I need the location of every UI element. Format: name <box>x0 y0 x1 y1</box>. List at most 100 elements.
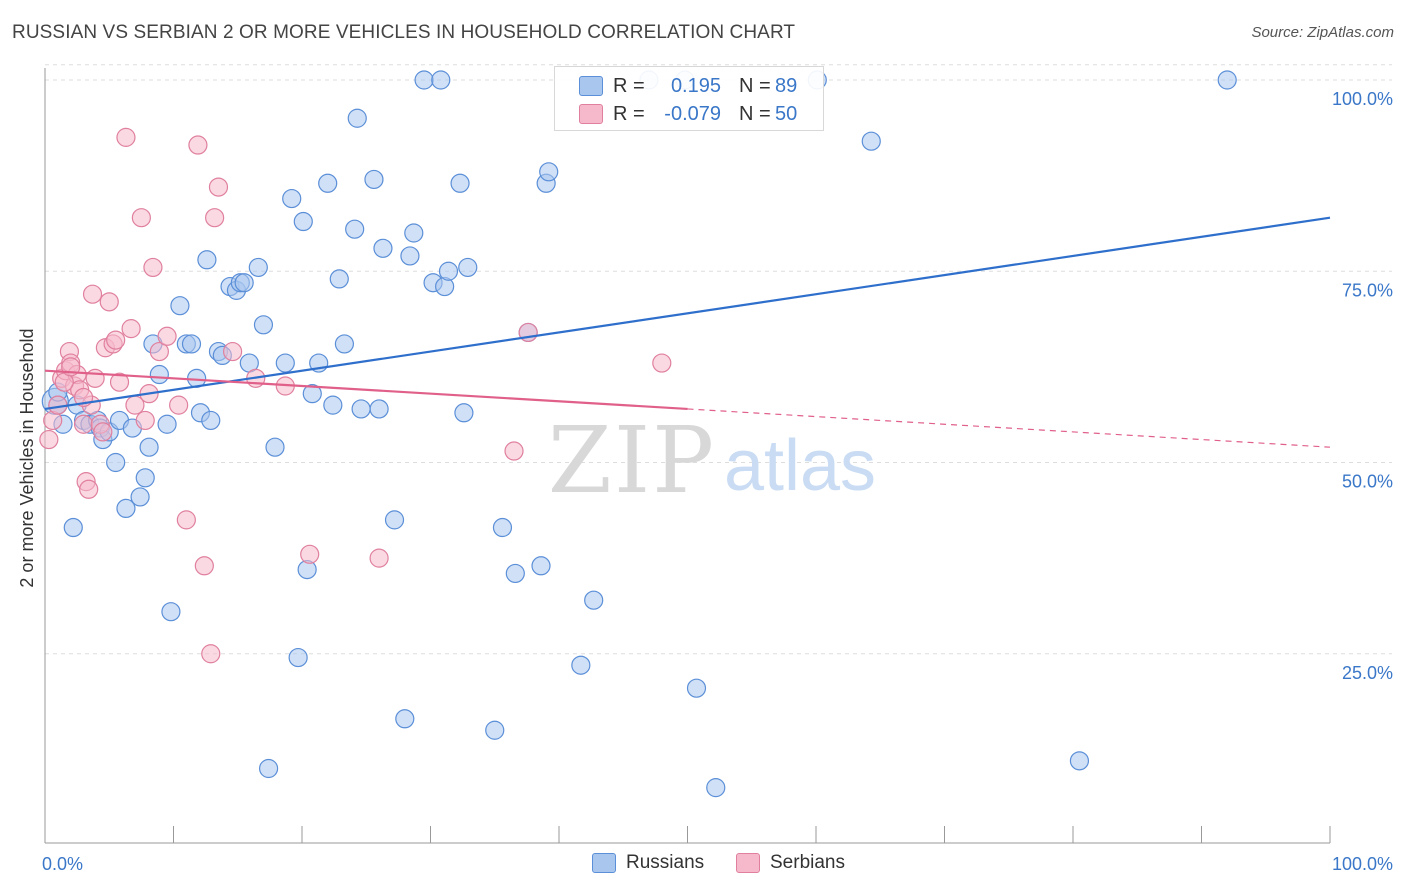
watermark-zip: ZIP <box>548 407 716 514</box>
serbians-trend-line-extension <box>687 408 1331 448</box>
serbian-point <box>143 257 163 278</box>
y-tick-label: 25.0% <box>1342 663 1393 683</box>
serbians-trend-line <box>44 369 688 411</box>
serbian-point <box>208 177 229 197</box>
russians-swatch <box>592 853 616 873</box>
russian-point <box>485 720 505 740</box>
russian-point <box>318 173 338 193</box>
russian-point <box>369 399 389 419</box>
serbian-point <box>73 414 94 434</box>
russian-point <box>106 452 126 473</box>
serbian-point <box>82 284 103 304</box>
chart-title: RUSSIAN VS SERBIAN 2 OR MORE VEHICLES IN… <box>12 22 796 43</box>
legend-r-label: R = <box>613 74 645 97</box>
russian-point <box>458 257 478 278</box>
russian-point <box>404 223 424 243</box>
watermark: ZIP atlas <box>548 407 876 514</box>
russian-point <box>505 563 525 584</box>
russian-point <box>258 758 279 779</box>
russian-point <box>275 353 295 373</box>
russian-point <box>170 296 190 316</box>
data-points <box>39 70 1237 798</box>
legend-swatch-pink <box>579 104 603 124</box>
russian-point <box>116 498 136 518</box>
series-legend-russians[interactable]: Russians <box>592 852 704 874</box>
legend-r-label: R = <box>613 102 645 125</box>
x-tick-label-min: 0.0% <box>42 854 83 874</box>
russian-point <box>492 517 513 538</box>
russian-point <box>139 437 159 457</box>
russian-point <box>234 273 254 293</box>
russian-point <box>149 364 169 385</box>
serbian-point <box>504 441 524 461</box>
serbian-point <box>79 479 99 499</box>
russian-point <box>293 211 313 232</box>
legend-n-value: 50 <box>775 102 798 125</box>
russian-point <box>450 173 470 193</box>
serbian-point <box>131 208 151 228</box>
legend-swatch-blue <box>579 76 603 96</box>
y-tick-label: 50.0% <box>1342 472 1393 492</box>
watermark-atlas: atlas <box>724 426 876 506</box>
serbian-point <box>169 395 189 415</box>
source-label: Source: ZipAtlas.com <box>1251 24 1394 41</box>
serbian-point <box>194 556 214 576</box>
serbian-point <box>121 319 141 339</box>
russian-point <box>329 269 349 289</box>
russian-point <box>706 778 726 798</box>
russian-point <box>302 384 322 404</box>
russian-point <box>130 487 150 507</box>
legend-row-serbians: R = -0.079 N = 50 <box>579 101 797 127</box>
russian-point <box>351 399 371 419</box>
russian-point <box>861 131 881 151</box>
serbian-point <box>149 341 169 362</box>
serbian-point <box>652 353 672 373</box>
serbian-point <box>135 410 155 431</box>
russian-point <box>531 556 551 576</box>
serbian-point <box>369 548 389 568</box>
russian-point <box>323 395 343 415</box>
russian-point <box>197 250 217 270</box>
serbian-point <box>109 372 130 392</box>
russian-point <box>345 219 365 239</box>
russians-trend-line <box>44 216 1331 411</box>
serbian-point <box>116 127 136 147</box>
legend-n-label: N = <box>739 102 771 125</box>
russian-point <box>334 334 355 354</box>
russian-point <box>539 162 559 182</box>
russians-label: Russians <box>626 852 705 873</box>
tick-labels: 25.0% 50.0% 75.0% 100.0% 0.0% 100.0% <box>42 89 1393 874</box>
russian-point <box>400 246 420 266</box>
y-tick-label: 75.0% <box>1342 280 1393 300</box>
serbians-swatch <box>736 853 760 873</box>
serbians-label: Serbians <box>770 852 845 873</box>
russian-point <box>248 257 268 278</box>
serbian-point <box>93 422 113 442</box>
legend-n-value: 89 <box>775 74 798 97</box>
russian-point <box>265 437 285 457</box>
russian-point <box>1217 70 1237 90</box>
russian-point <box>288 647 308 668</box>
legend-row-russians: R = 0.195 N = 89 <box>579 73 797 99</box>
serbian-point <box>205 208 225 228</box>
stats-legend: R = 0.195 N = 89 R = -0.079 N = 50 <box>554 66 824 131</box>
russian-point <box>1069 751 1090 771</box>
serbian-point <box>99 292 119 312</box>
legend-r-value: -0.079 <box>664 102 721 125</box>
x-tick-label-max: 100.0% <box>1332 854 1393 874</box>
russian-point <box>384 510 405 530</box>
russian-point <box>364 169 384 190</box>
series-legend-serbians[interactable]: Serbians <box>736 852 845 874</box>
grid-lines <box>45 64 1392 655</box>
russian-point <box>157 414 177 434</box>
serbian-point <box>188 135 208 155</box>
russian-point <box>584 590 604 610</box>
russian-point <box>414 70 434 90</box>
russian-point <box>395 709 415 729</box>
russian-point <box>253 315 274 335</box>
trend-lines <box>44 216 1331 448</box>
russian-point <box>438 261 459 281</box>
series-legend: Russians Serbians <box>0 852 1406 876</box>
serbian-point <box>106 330 126 350</box>
russian-point <box>282 188 302 209</box>
